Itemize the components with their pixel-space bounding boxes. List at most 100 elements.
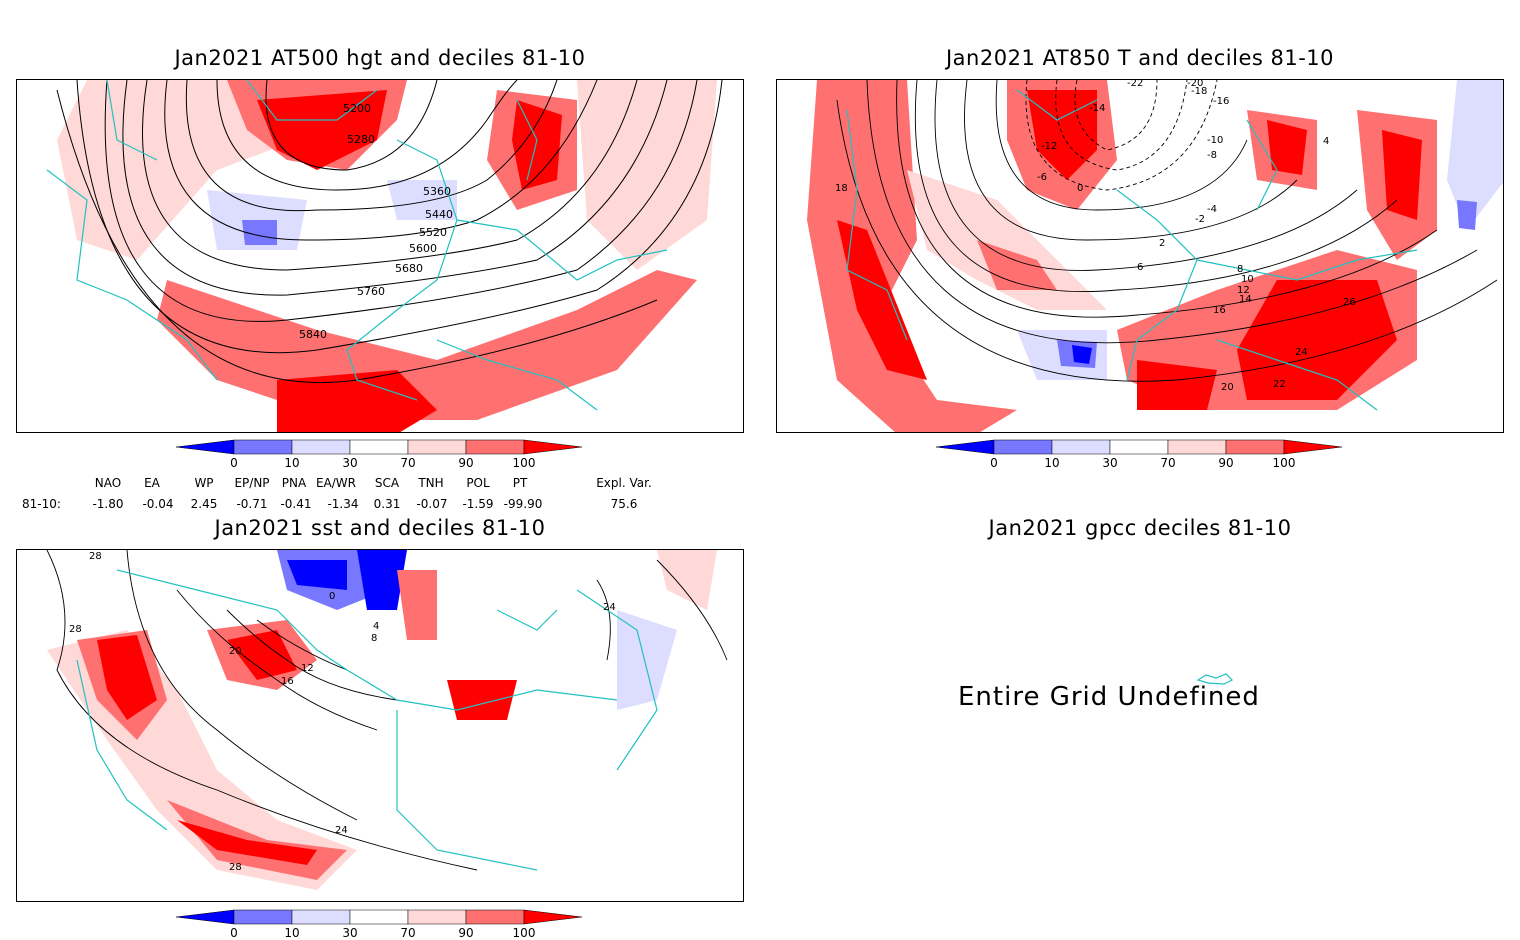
contour-label: -20: [1187, 80, 1203, 89]
index-value: -0.07: [416, 497, 448, 511]
contour-label: -14: [1089, 103, 1105, 114]
colorbar-swatch: [175, 909, 235, 925]
contour-label: 0: [329, 591, 335, 602]
contour-label: -6: [1037, 172, 1047, 183]
contour-label: 28: [69, 624, 82, 635]
contour-label: 24: [335, 825, 348, 836]
index-header: NAO: [94, 476, 122, 490]
contour-label: 24: [603, 602, 616, 613]
panel2-title: Jan2021 AT850 T and deciles 81-10: [945, 46, 1335, 70]
colorbar-label: 100: [513, 926, 536, 940]
index-header: EP/NP: [234, 476, 270, 490]
contour-label: -8: [1207, 150, 1217, 161]
colorbar-label: 90: [458, 456, 473, 470]
panel1-title: Jan2021 AT500 hgt and deciles 81-10: [174, 46, 586, 70]
contour-label: 5840: [299, 328, 327, 341]
index-values: 81-10: -1.80 -0.04 2.45 -0.71 -0.41 -1.34 0.31 -…: [0, 497, 760, 513]
contour-label: -2: [1195, 214, 1205, 225]
colorbar-label: 100: [513, 456, 536, 470]
index-value: -99.90: [503, 497, 543, 511]
colorbar-label: 10: [284, 926, 299, 940]
contour-label: 5680: [395, 262, 423, 275]
index-header: Expl. Var.: [596, 476, 652, 490]
index-value: -0.04: [142, 497, 174, 511]
contour-label: 14: [1239, 294, 1252, 305]
coastlines: [76, 569, 658, 871]
colorbar-label: 0: [230, 456, 238, 470]
index-value: -0.71: [236, 497, 268, 511]
panel4-title: Jan2021 gpcc deciles 81-10: [988, 516, 1292, 540]
index-value: -1.34: [327, 497, 359, 511]
coastlines: [846, 89, 1418, 411]
contour-label: 5280: [347, 133, 375, 146]
colorbar-label: 30: [342, 456, 357, 470]
colorbar-label: 10: [1044, 456, 1059, 470]
colorbar-swatch: [523, 439, 583, 455]
colorbar-swatch: [233, 439, 293, 455]
colorbar-swatch: [1051, 439, 1111, 455]
contour-label: -12: [1041, 141, 1057, 152]
index-value: -1.80: [92, 497, 124, 511]
contour-label: 16: [1213, 305, 1226, 316]
contour-label: 0: [1077, 183, 1083, 194]
contour-label: 20: [1221, 382, 1234, 393]
contour-labels: -22 -20 -18 -16 -14 -12 -10 -8 -6 -4 -2 …: [835, 80, 1356, 393]
contour-label: 4: [1323, 136, 1329, 147]
contour-label: -4: [1207, 204, 1217, 215]
colorbar-label: 30: [1102, 456, 1117, 470]
colorbar-swatch: [407, 909, 467, 925]
contour-label: -10: [1207, 135, 1223, 146]
contour-label: 28: [89, 551, 102, 562]
colorbar-swatch: [465, 439, 525, 455]
colorbar-label: 0: [230, 926, 238, 940]
contour-label: 8: [1237, 264, 1243, 275]
contour-label: 18: [835, 183, 848, 194]
index-header: POL: [466, 476, 490, 490]
contour-label: 2: [1159, 238, 1165, 249]
index-header: TNH: [418, 476, 444, 490]
colorbar-swatch: [523, 909, 583, 925]
colorbar-swatch: [175, 439, 235, 455]
contour-label: 5760: [357, 285, 385, 298]
sst-map: 28 24 20 16 12 8 4 0 28 24 28: [27, 550, 735, 901]
colorbar-label: 70: [400, 926, 415, 940]
colorbar-swatch: [993, 439, 1053, 455]
index-value: 75.6: [610, 497, 638, 511]
decile-shading: [57, 80, 717, 432]
hgt500-map: 5200 5280 5360 5440 5520 5600 5680 5760 …: [27, 80, 735, 432]
colorbar-label: 90: [1218, 456, 1233, 470]
colorbar-label: 100: [1273, 456, 1296, 470]
colorbar-swatch: [233, 909, 293, 925]
contour-label: 26: [1343, 297, 1356, 308]
colorbar-panel2: 0 10 30 70 90 100: [935, 439, 1343, 470]
contour-label: 5440: [425, 208, 453, 221]
colorbar-swatch: [291, 909, 351, 925]
colorbar-swatch: [1167, 439, 1227, 455]
contour-label: 28: [229, 862, 242, 873]
colorbar-panel3: 0 10 30 70 90 100: [175, 909, 583, 940]
colorbar-swatch: [1283, 439, 1343, 455]
contour-label: 5360: [423, 185, 451, 198]
sst-contours: [46, 550, 728, 871]
contour-label: -22: [1127, 80, 1143, 89]
contour-label: 20: [229, 646, 242, 657]
colorbar-swatch: [1225, 439, 1285, 455]
index-row-label: 81-10:: [22, 497, 61, 511]
index-header: WP: [194, 476, 214, 490]
colorbar-swatch: [349, 909, 409, 925]
coastlines: [46, 80, 668, 411]
colorbar-swatch: [407, 439, 467, 455]
stray-coast-fragment: [1196, 673, 1234, 685]
colorbar-label: 90: [458, 926, 473, 940]
index-header: EA: [144, 476, 160, 490]
colorbar-swatch: [349, 439, 409, 455]
temperature-contours: [836, 80, 1498, 382]
colorbar-swatch: [291, 439, 351, 455]
index-value: 2.45: [190, 497, 218, 511]
contour-label: 8: [371, 633, 377, 644]
contour-label: -18: [1191, 86, 1207, 97]
contour-label: 4: [373, 621, 379, 632]
index-value: -1.59: [462, 497, 494, 511]
height-contours: [56, 80, 723, 384]
colorbar-label: 10: [284, 456, 299, 470]
